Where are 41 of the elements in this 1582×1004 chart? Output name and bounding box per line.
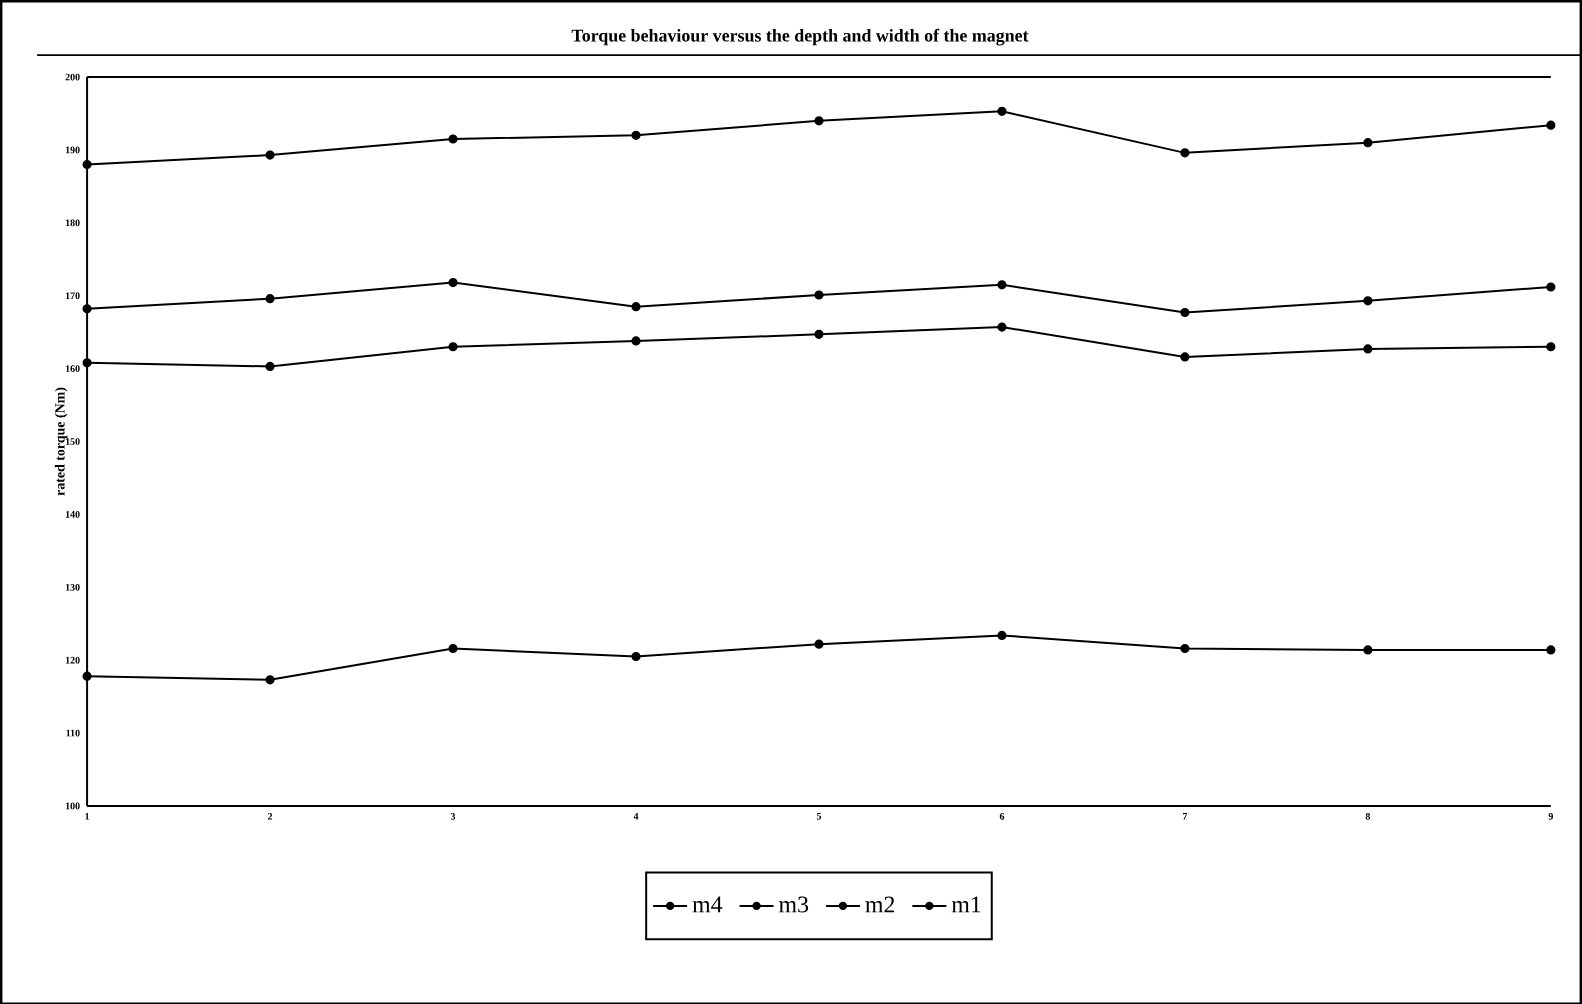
point (448, 277, 458, 287)
point (448, 134, 458, 144)
legend-label: m4 (692, 896, 723, 912)
point (82, 671, 92, 681)
point (997, 322, 1007, 332)
point (1546, 120, 1556, 130)
point (814, 289, 824, 300)
point (265, 293, 275, 303)
legend-label: m2 (865, 896, 895, 912)
point (82, 357, 92, 367)
point (814, 639, 824, 649)
point (631, 130, 641, 140)
point (997, 106, 1007, 116)
point (631, 301, 641, 311)
point (1180, 307, 1190, 317)
legend-label: m1 (951, 896, 981, 912)
point (631, 651, 641, 661)
point (814, 115, 824, 125)
point (1363, 644, 1373, 655)
point (448, 643, 458, 653)
point (1546, 644, 1556, 655)
point (1546, 341, 1556, 351)
point (997, 630, 1007, 640)
point (1180, 147, 1190, 158)
point (997, 279, 1007, 289)
point (814, 329, 824, 339)
point (1180, 643, 1190, 653)
point (631, 335, 641, 346)
point (448, 341, 458, 351)
point (265, 150, 275, 160)
point (265, 361, 275, 371)
point (82, 303, 92, 314)
point (265, 674, 275, 685)
point (1363, 137, 1373, 147)
point (1180, 351, 1190, 362)
point (82, 159, 92, 169)
chart-title: Torque behaviour versus the depth and width of the magnet (571, 28, 1029, 46)
legend-label: m3 (778, 896, 809, 913)
point (1363, 295, 1373, 306)
point (1546, 281, 1556, 292)
point (1363, 343, 1373, 354)
